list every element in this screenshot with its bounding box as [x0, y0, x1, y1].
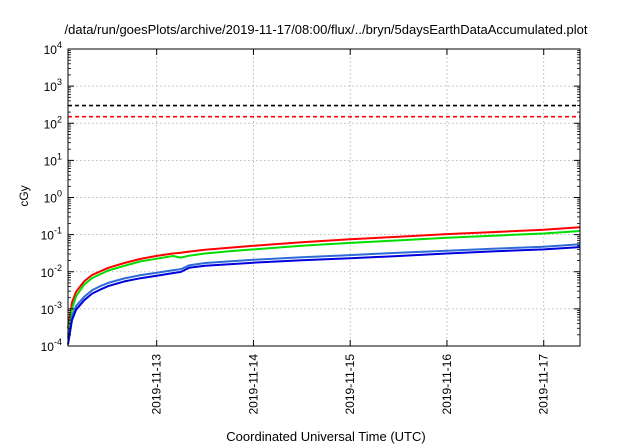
- y-axis-label: cGy: [17, 185, 31, 206]
- y-tick-label: 101: [44, 151, 62, 168]
- series-line: [67, 230, 581, 335]
- x-tick-label: 2019-11-13: [150, 354, 164, 415]
- y-tick-label: 10-3: [41, 300, 62, 317]
- series-line: [67, 226, 581, 329]
- x-tick-label: 2019-11-17: [537, 354, 551, 415]
- threshold-lines: [68, 104, 580, 118]
- series-line: [67, 246, 581, 345]
- y-tick-label: 104: [44, 40, 62, 57]
- y-tick-label: 102: [44, 114, 62, 131]
- y-tick-label: 100: [44, 189, 62, 206]
- y-tick-label: 10-4: [41, 337, 62, 354]
- series-line: [67, 243, 581, 339]
- grid: [68, 49, 580, 346]
- y-axis-tick-labels: 10-4 10-3 10-2 10-1 100 101 102 103 104: [41, 40, 62, 354]
- x-axis-tick-labels: 2019-11-13 2019-11-14 2019-11-15 2019-11-16…: [150, 354, 551, 415]
- data-series: [67, 226, 581, 345]
- y-tick-label: 10-1: [41, 226, 62, 243]
- x-tick-label: 2019-11-15: [343, 354, 357, 415]
- x-tick-label: 2019-11-14: [246, 354, 260, 415]
- x-axis-label: Coordinated Universal Time (UTC): [226, 429, 425, 444]
- x-tick-label: 2019-11-16: [440, 354, 454, 415]
- y-tick-label: 103: [44, 77, 62, 94]
- axis-ticks: [68, 48, 580, 347]
- chart-title: /data/run/goesPlots/archive/2019-11-17/0…: [65, 22, 588, 37]
- y-tick-label: 10-2: [41, 263, 62, 280]
